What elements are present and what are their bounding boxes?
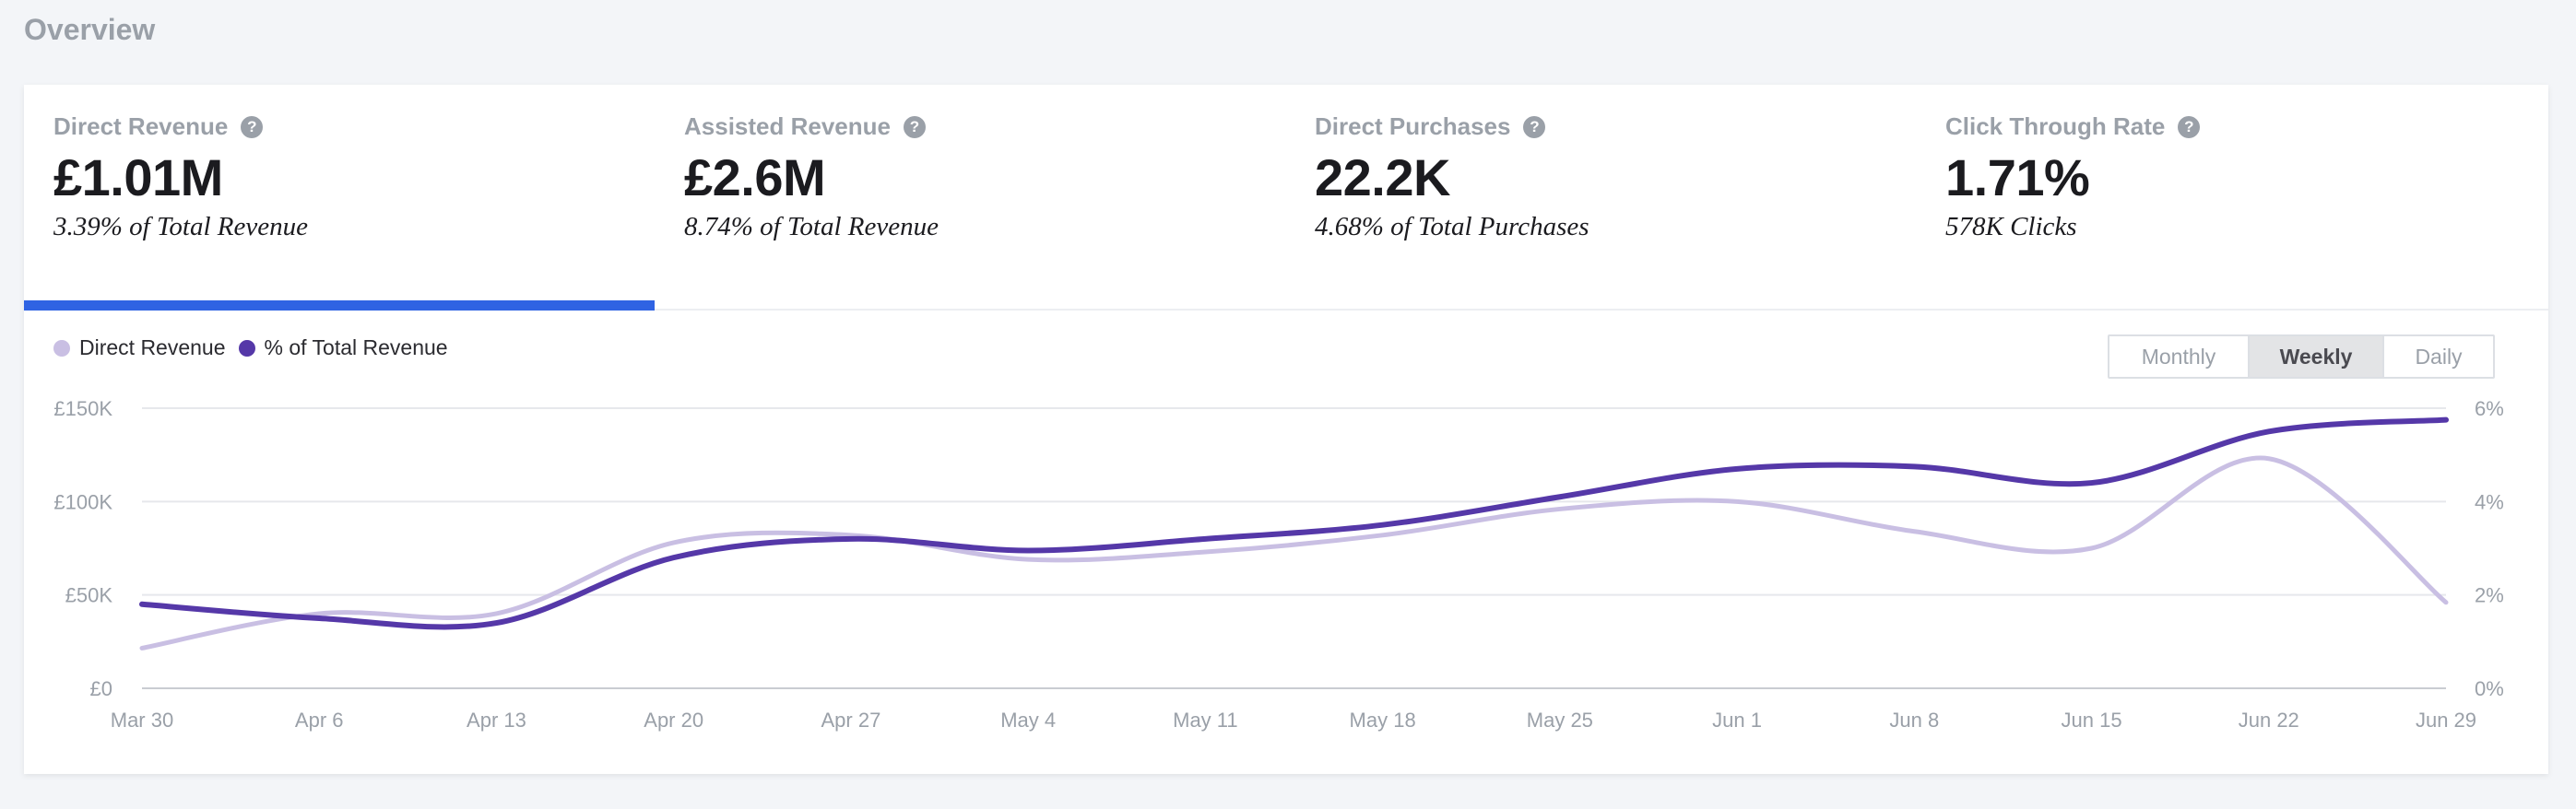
- metric-subtext: 4.68% of Total Purchases: [1315, 212, 1589, 241]
- y-left-tick-label: £50K: [65, 584, 113, 607]
- x-tick-label: Mar 30: [111, 709, 173, 732]
- y-right-tick-label: 0%: [2475, 677, 2504, 700]
- monthly-button[interactable]: Monthly: [2109, 336, 2248, 377]
- metric-value: £1.01M: [53, 148, 223, 206]
- x-tick-label: Jun 22: [2239, 709, 2299, 732]
- metric-tabs: Direct Revenue ? £1.01M 3.39% of Total R…: [24, 85, 2548, 311]
- page-title: Overview: [24, 13, 156, 46]
- x-tick-label: May 11: [1173, 709, 1238, 732]
- x-tick-label: Jun 29: [2416, 709, 2476, 732]
- metric-tab-direct-purchases[interactable]: Direct Purchases ? 22.2K 4.68% of Total …: [1285, 85, 1916, 309]
- legend-label: % of Total Revenue: [264, 335, 448, 359]
- legend-dot-icon: [238, 339, 255, 357]
- granularity-toggle: Monthly Weekly Daily: [2108, 334, 2495, 379]
- y-right-tick-label: 6%: [2475, 397, 2504, 420]
- daily-button[interactable]: Daily: [2382, 336, 2493, 377]
- active-tab-indicator: [24, 300, 655, 311]
- metric-value: 22.2K: [1315, 148, 1450, 206]
- overview-card: Direct Revenue ? £1.01M 3.39% of Total R…: [24, 85, 2548, 774]
- legend-label: Direct Revenue: [79, 335, 226, 359]
- help-icon[interactable]: ?: [1523, 115, 1546, 138]
- legend-item-pct-total-revenue[interactable]: % of Total Revenue: [238, 335, 448, 360]
- line-chart: £0 0% £50K 2% £100K 4% £150K 6% Mar 30 Apr 6 Apr 1…: [53, 397, 2504, 732]
- metric-tab-assisted-revenue[interactable]: Assisted Revenue ? £2.6M 8.74% of Total …: [655, 85, 1285, 309]
- y-left-tick-label: £100K: [53, 490, 112, 513]
- weekly-button[interactable]: Weekly: [2248, 336, 2382, 377]
- metric-subtext: 3.39% of Total Revenue: [53, 212, 308, 241]
- y-left-tick-label: £150K: [53, 397, 112, 420]
- metric-label: Click Through Rate: [1945, 112, 2166, 140]
- metric-subtext: 8.74% of Total Revenue: [684, 212, 939, 241]
- x-tick-label: Apr 6: [295, 709, 344, 732]
- legend-dot-icon: [53, 339, 70, 357]
- legend-item-direct-revenue[interactable]: Direct Revenue: [53, 335, 226, 360]
- y-right-tick-label: 4%: [2475, 490, 2504, 513]
- x-tick-label: Jun 8: [1889, 709, 1939, 732]
- help-icon[interactable]: ?: [241, 115, 264, 138]
- metric-tab-direct-revenue[interactable]: Direct Revenue ? £1.01M 3.39% of Total R…: [24, 85, 655, 311]
- metric-label: Direct Revenue: [53, 112, 229, 140]
- series-line-direct-revenue: [139, 455, 2449, 651]
- x-tick-label: Apr 27: [821, 709, 881, 732]
- metric-tab-click-through-rate[interactable]: Click Through Rate ? 1.71% 578K Clicks: [1916, 85, 2546, 309]
- chart-legend: Direct Revenue % of Total Revenue: [53, 335, 448, 360]
- x-tick-label: May 18: [1350, 709, 1416, 732]
- metric-value: £2.6M: [684, 148, 826, 206]
- metric-label: Assisted Revenue: [684, 112, 891, 140]
- help-icon[interactable]: ?: [903, 115, 926, 138]
- x-tick-label: May 4: [1000, 709, 1056, 732]
- series-line-pct-total-revenue: [139, 416, 2449, 630]
- x-tick-label: Apr 20: [644, 709, 703, 732]
- help-icon[interactable]: ?: [2178, 115, 2201, 138]
- y-left-tick-label: £0: [90, 677, 112, 700]
- x-tick-label: Jun 15: [2062, 709, 2122, 732]
- metric-subtext: 578K Clicks: [1945, 212, 2077, 241]
- metric-value: 1.71%: [1945, 148, 2090, 206]
- y-right-tick-label: 2%: [2475, 584, 2504, 607]
- x-tick-label: Jun 1: [1712, 709, 1762, 732]
- metric-label: Direct Purchases: [1315, 112, 1511, 140]
- x-tick-label: May 25: [1527, 709, 1593, 732]
- x-tick-label: Apr 13: [467, 709, 526, 732]
